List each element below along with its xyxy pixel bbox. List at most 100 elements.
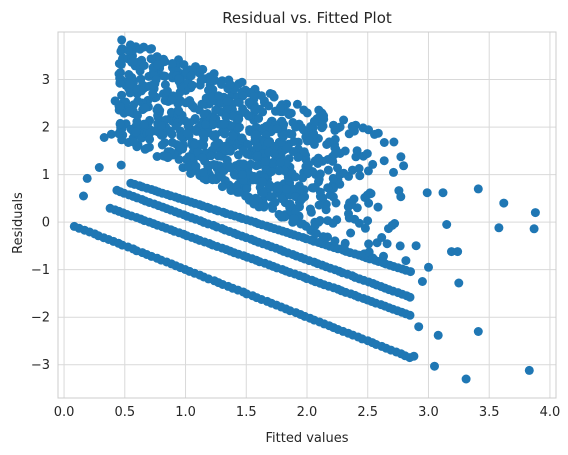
data-point: [323, 165, 333, 175]
data-point: [303, 160, 313, 170]
data-point: [131, 127, 141, 137]
data-point: [237, 77, 247, 87]
data-point: [210, 140, 220, 150]
data-point: [123, 45, 133, 55]
data-point: [128, 57, 138, 66]
data-point: [319, 111, 329, 121]
data-point: [377, 233, 387, 242]
data-point: [146, 54, 156, 64]
data-point: [409, 351, 419, 361]
data-point: [263, 138, 273, 148]
data-point: [302, 108, 312, 118]
x-axis-label: Fitted values: [265, 431, 348, 446]
data-point: [179, 60, 189, 70]
data-point: [364, 239, 374, 249]
data-point: [323, 183, 333, 193]
data-point: [360, 223, 370, 233]
data-point: [250, 104, 260, 114]
data-point: [231, 170, 241, 180]
data-point: [238, 91, 248, 101]
data-point: [494, 223, 504, 233]
data-point: [323, 216, 333, 226]
data-point: [305, 204, 315, 214]
data-point: [133, 96, 143, 106]
data-point: [368, 253, 378, 263]
data-point: [217, 182, 227, 192]
data-point: [328, 173, 338, 183]
data-point: [285, 199, 295, 209]
data-point: [339, 168, 349, 178]
data-point: [117, 35, 127, 45]
data-point: [269, 149, 279, 159]
data-point: [183, 97, 193, 107]
data-point: [198, 168, 208, 177]
data-point: [339, 242, 349, 252]
data-point: [430, 361, 439, 371]
data-point: [145, 134, 155, 144]
data-point: [276, 212, 286, 222]
data-point: [349, 126, 359, 136]
data-point: [310, 182, 320, 192]
data-point: [234, 187, 244, 197]
data-point: [136, 74, 146, 84]
data-point: [355, 171, 365, 181]
data-point: [249, 199, 259, 209]
data-point: [473, 184, 483, 194]
data-point: [234, 114, 244, 124]
data-point: [163, 152, 173, 162]
data-point: [354, 164, 364, 173]
data-point: [213, 151, 223, 161]
data-point: [211, 130, 221, 139]
data-point: [473, 327, 483, 336]
data-point: [140, 103, 150, 113]
data-point: [110, 96, 120, 106]
data-point: [246, 159, 256, 169]
data-point: [157, 140, 167, 150]
data-point: [206, 151, 216, 161]
data-point: [129, 137, 139, 147]
data-point: [289, 214, 299, 224]
data-point: [181, 154, 191, 164]
data-point: [139, 120, 149, 129]
data-point: [249, 92, 259, 101]
data-point: [270, 197, 280, 207]
y-axis-label: Residuals: [11, 192, 26, 254]
data-point: [389, 167, 398, 177]
data-point: [499, 198, 509, 208]
data-point: [287, 129, 297, 139]
scatter-points: [69, 35, 540, 384]
x-tick-label: 0.0: [54, 405, 75, 420]
data-point: [125, 79, 135, 89]
data-point: [273, 183, 283, 193]
data-point: [417, 277, 427, 286]
data-point: [454, 278, 464, 288]
y-tick-label: −3: [31, 358, 50, 373]
data-point: [220, 141, 230, 151]
data-point: [252, 142, 262, 152]
data-point: [219, 119, 229, 129]
data-point: [396, 152, 406, 162]
x-tick-label: 2.5: [357, 405, 378, 420]
data-point: [396, 192, 406, 202]
data-point: [214, 91, 223, 101]
data-point: [310, 229, 320, 239]
data-point: [292, 99, 302, 109]
data-point: [157, 121, 166, 131]
data-point: [370, 129, 379, 139]
data-point: [191, 161, 201, 171]
data-point: [282, 184, 291, 194]
data-point: [148, 89, 158, 99]
data-point: [208, 85, 218, 95]
data-point: [153, 103, 163, 113]
data-point: [117, 90, 127, 100]
data-point: [211, 105, 221, 115]
data-point: [225, 163, 235, 173]
x-tick-label: 2.0: [297, 405, 318, 420]
y-tick-labels: −3 −2 −1 0 1 2 3: [31, 73, 50, 373]
data-point: [368, 159, 378, 169]
data-point: [99, 133, 109, 142]
data-point: [193, 147, 203, 157]
data-point: [330, 126, 340, 135]
data-point: [199, 130, 209, 140]
data-point: [406, 267, 415, 277]
